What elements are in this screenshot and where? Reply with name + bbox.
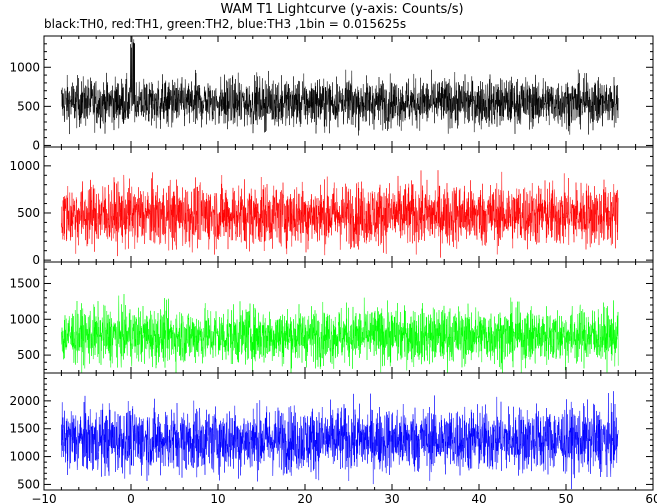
- x-tick-label: 60: [645, 492, 657, 504]
- y-tick-label: 1000: [9, 450, 40, 464]
- y-tick-label: 0: [32, 253, 40, 267]
- series-th2-line: [61, 293, 619, 374]
- series-th1-line: [61, 169, 619, 258]
- x-axis: −10 0 10 20 30 40 50 60: [31, 492, 657, 504]
- y-tick-label: 500: [17, 206, 40, 220]
- y-tick-label: 500: [17, 477, 40, 491]
- y-tick-label: 0: [32, 138, 40, 152]
- chart-subtitle: black:TH0, red:TH1, green:TH2, blue:TH3 …: [44, 17, 406, 31]
- x-tick-label: 10: [210, 492, 225, 504]
- panel-th0: 0 500 1000: [9, 35, 654, 152]
- y-tick-label: 1500: [9, 422, 40, 436]
- x-tick-label: −10: [31, 492, 56, 504]
- panels-group: 0 500 1000 0 500 1000 500 1000 1500 500 1000 1500 20…: [9, 35, 654, 491]
- panel-th3: 500 1000 1500 2000: [9, 372, 654, 491]
- x-tick-label: 20: [297, 492, 312, 504]
- x-tick-label: 0: [127, 492, 135, 504]
- panel-th2: 500 1000 1500: [9, 261, 654, 374]
- series-th3-line: [61, 390, 619, 490]
- y-tick-label: 1500: [9, 276, 40, 290]
- panel-frame: [43, 372, 654, 491]
- x-tick-label: 40: [471, 492, 486, 504]
- series-th0-line: [61, 35, 619, 136]
- y-tick-label: 2000: [9, 394, 40, 408]
- x-tick-label: 50: [558, 492, 573, 504]
- panel-th1: 0 500 1000: [9, 146, 654, 267]
- y-tick-label: 1000: [9, 60, 40, 74]
- y-tick-label: 500: [17, 348, 40, 362]
- chart-title: WAM T1 Lightcurve (y-axis: Counts/s): [220, 2, 463, 17]
- y-tick-label: 1000: [9, 159, 40, 173]
- x-tick-label: 30: [384, 492, 399, 504]
- y-tick-label: 1000: [9, 312, 40, 326]
- y-tick-label: 500: [17, 99, 40, 113]
